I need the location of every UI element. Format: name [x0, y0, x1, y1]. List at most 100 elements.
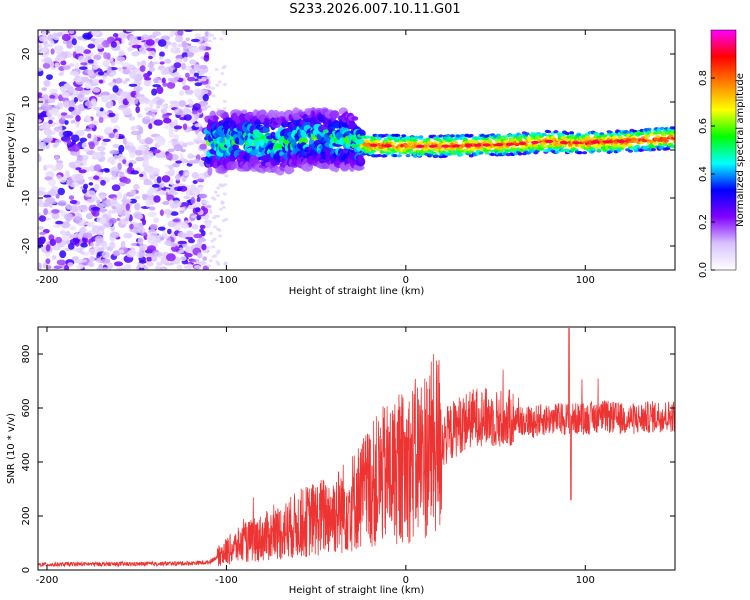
spectrogram-cell [134, 195, 141, 200]
spectrogram-cell [264, 123, 271, 128]
spectrogram-cell [160, 191, 166, 196]
spectrogram-cell [330, 110, 340, 119]
spectrogram-cell [152, 61, 160, 65]
spectrogram-cell [458, 152, 464, 157]
spectrogram-cell [188, 238, 195, 244]
spectrogram-cell [165, 152, 173, 161]
spectrogram-cell [159, 61, 165, 65]
spectrogram-cell [88, 182, 94, 186]
spectrogram-cell [478, 151, 484, 155]
spectrogram-cell [161, 77, 166, 84]
spectrogram-cell [116, 191, 123, 200]
spectrogram-cell [133, 184, 140, 190]
spectrogram-cell [146, 261, 154, 267]
spectrogram-cell [167, 148, 175, 153]
spectrogram-cell [79, 226, 87, 234]
spectrogram-cell [171, 243, 177, 248]
spectrogram-cell [182, 56, 188, 62]
spectrogram-cell [204, 31, 209, 37]
spectrogram-cell [83, 49, 91, 54]
spectrogram-cell [98, 79, 104, 84]
spectrogram-cell [105, 199, 111, 203]
spectrogram-cell [98, 116, 104, 124]
spectrogram-cell [118, 32, 128, 37]
spectrogram-cell [166, 253, 176, 262]
spectrogram-hotspot [495, 143, 504, 147]
spectrogram-cell [112, 85, 119, 93]
spectrogram-cell [196, 196, 201, 202]
spectrogram-cell [173, 76, 180, 81]
spectrogram-cell [109, 241, 116, 250]
spectrogram-cell [44, 123, 54, 127]
spectrogram-cell [562, 144, 567, 148]
spectrogram-cell [672, 130, 675, 134]
spectrogram-cell [518, 148, 524, 153]
spectrogram-cell [46, 74, 53, 80]
spectrogram-cell [190, 38, 200, 43]
spectrogram-cell [95, 171, 103, 176]
spectrogram-hotspot [531, 140, 539, 145]
spectrogram-cell [351, 116, 359, 121]
spectrogram-cell [38, 154, 41, 162]
spectrogram-cell [58, 125, 63, 132]
spectrogram-cell [109, 72, 117, 76]
spectrogram-cell [112, 143, 120, 149]
spectrogram-cell [151, 184, 160, 188]
spectrogram-cell [43, 44, 48, 53]
spectrogram-cell [60, 60, 67, 66]
spectrogram-cell [553, 130, 559, 134]
spectrogram-cell [129, 71, 138, 79]
spectrogram-cell [224, 218, 228, 221]
spectrogram-cell [96, 267, 103, 270]
spectrogram-cell [42, 62, 51, 69]
spectrogram-hotspot [572, 141, 581, 145]
spectrogram-cell [43, 202, 50, 208]
spectrogram-cell [136, 214, 143, 220]
spectrogram-cell [70, 110, 81, 116]
spectrogram-cell [143, 182, 153, 186]
spectrogram-cell [398, 140, 404, 144]
spectrogram-cell [49, 40, 55, 46]
spectrogram-cell [672, 139, 675, 143]
plot2-ytick-label: 200 [21, 506, 32, 525]
spectrogram-cell [137, 237, 144, 245]
spectrogram-cell [201, 205, 206, 211]
spectrogram-cell [126, 64, 135, 69]
spectrogram-cell [53, 224, 61, 228]
spectrogram-cell [108, 93, 117, 102]
spectrogram-cell [62, 65, 71, 70]
spectrogram-cell [221, 30, 226, 34]
spectrogram-cell [63, 100, 70, 108]
spectrogram-cell [109, 231, 120, 238]
spectrogram-cell [396, 154, 402, 158]
spectrogram-cell [129, 223, 134, 230]
spectrogram-cell [108, 217, 117, 224]
spectrogram-cell [159, 56, 164, 60]
spectrogram-cell [108, 133, 115, 139]
spectrogram-cell [663, 139, 669, 143]
spectrogram-cell [120, 240, 126, 249]
spectrogram-cell [198, 45, 206, 51]
spectrogram-cell [125, 144, 131, 150]
spectrogram-cell [447, 139, 453, 143]
spectrogram-cell [365, 135, 371, 139]
spectrogram-cell [60, 85, 66, 93]
spectrogram-cell [109, 149, 120, 155]
spectrogram-cell [49, 88, 58, 94]
spectrogram-cell [38, 36, 49, 42]
spectrogram-cell [181, 40, 188, 48]
spectrogram-cell [455, 134, 461, 138]
spectrogram-cell [497, 135, 503, 139]
spectrogram-cell [159, 209, 164, 216]
spectrogram-cell [68, 106, 75, 112]
spectrogram-cell [137, 113, 143, 118]
spectrogram-cell [59, 250, 67, 259]
spectrogram-cell [616, 148, 622, 153]
spectrogram-cell [87, 261, 94, 267]
spectrogram-cell [68, 30, 75, 35]
spectrogram-cell [418, 135, 424, 139]
spectrogram-cell [450, 147, 455, 151]
spectrogram-cell [162, 201, 170, 205]
spectrogram-cell [208, 211, 213, 214]
spectrogram-cell [74, 160, 81, 166]
